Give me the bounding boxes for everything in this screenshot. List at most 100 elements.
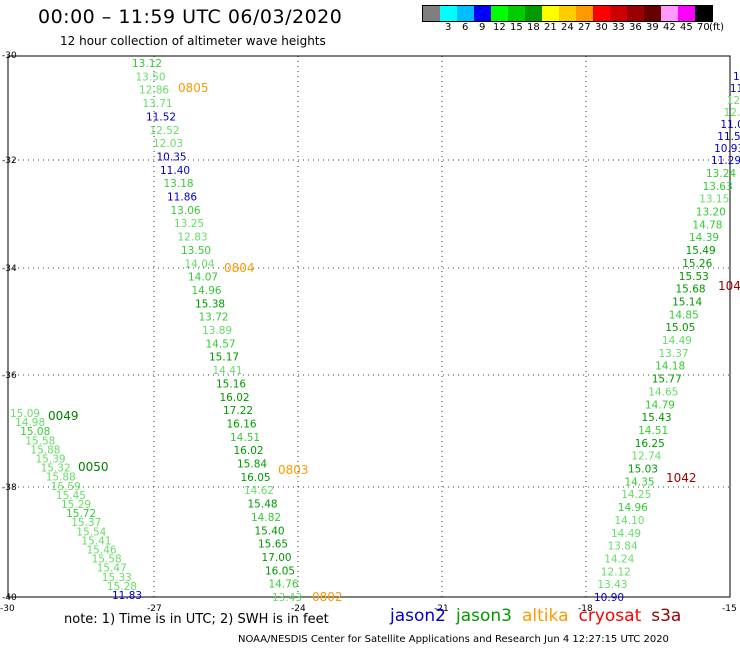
wave-height-value: 14.51 bbox=[638, 425, 668, 437]
wave-height-value: 12.52 bbox=[150, 125, 180, 137]
map-axis-ticks: -30-32-34-36-38-40-30 -27 -24 -21 -18 -15 bbox=[0, 51, 737, 614]
wave-height-value: 15.08 bbox=[20, 426, 50, 438]
wave-height-value: 12.74 bbox=[631, 451, 661, 463]
wave-height-value: 14.78 bbox=[692, 219, 722, 231]
legend-swatch bbox=[423, 6, 440, 21]
wave-height-value: 13.15 bbox=[699, 194, 729, 206]
lat-tick-label: -32 bbox=[2, 156, 17, 166]
legend-swatch bbox=[627, 6, 644, 21]
wave-height-value: 15.58 bbox=[25, 435, 55, 447]
wave-height-value: 11.29 bbox=[711, 155, 740, 167]
track-time-labels: 0805 0804 0803 0802 0049 0050 1042 104 bbox=[48, 81, 740, 604]
legend-swatch bbox=[610, 6, 627, 21]
legend-swatch bbox=[576, 6, 593, 21]
legend-swatch bbox=[695, 6, 712, 21]
wave-height-value: 15.49 bbox=[686, 245, 716, 257]
lon-tick-label: -24 bbox=[291, 604, 306, 614]
wave-height-value: 14.96 bbox=[618, 502, 648, 514]
wave-height-value: 12.12 bbox=[601, 566, 631, 578]
legend-swatch bbox=[661, 6, 678, 21]
legend-label: 9 bbox=[479, 22, 486, 33]
satellite-legend-item: cryosat bbox=[578, 606, 642, 626]
legend-label: 39 bbox=[646, 22, 659, 33]
wave-height-value: 15.59 bbox=[51, 481, 81, 493]
wave-height-value: 13.06 bbox=[171, 205, 201, 217]
footer-note: note: 1) Time is in UTC; 2) SWH is in fe… bbox=[64, 612, 329, 627]
wave-height-value: 14.41 bbox=[213, 365, 243, 377]
wave-height-value: 15.72 bbox=[66, 508, 96, 520]
page-subtitle: 12 hour collection of altimeter wave hei… bbox=[60, 34, 326, 48]
wave-height-value: 13.43 bbox=[272, 592, 302, 604]
lat-tick-label: -36 bbox=[2, 371, 17, 381]
legend-swatch bbox=[525, 6, 542, 21]
wave-height-value: 15.14 bbox=[672, 297, 702, 309]
wave-height-value: 15.29 bbox=[61, 499, 91, 511]
wave-height-value: 13.37 bbox=[659, 348, 689, 360]
lat-tick-label: -40 bbox=[2, 593, 17, 603]
wave-height-value: 14.62 bbox=[244, 485, 274, 497]
lon-tick-label: -15 bbox=[722, 604, 737, 614]
wave-height-value: 16.25 bbox=[635, 438, 665, 450]
track-time-label: 0049 bbox=[48, 409, 79, 423]
wave-height-value: 14.25 bbox=[621, 489, 651, 501]
legend-label: 24 bbox=[561, 22, 574, 33]
wave-height-value: 15.68 bbox=[676, 284, 706, 296]
legend-label: 45 bbox=[680, 22, 693, 33]
wave-height-value: 14.07 bbox=[188, 272, 218, 284]
wave-height-value: 14.35 bbox=[625, 476, 655, 488]
wave-height-value: 16.02 bbox=[234, 445, 264, 457]
wave-height-value: 16.16 bbox=[227, 419, 257, 431]
wave-height-value: 14.04 bbox=[185, 258, 215, 270]
wave-height-value: 14.98 bbox=[15, 417, 45, 429]
wave-height-value: 15.39 bbox=[36, 454, 66, 466]
wave-height-points: 13.1213.5012.8613.7111.5212.5212.0310.35… bbox=[10, 58, 740, 604]
wave-height-value: 14.82 bbox=[251, 512, 281, 524]
legend-swatch bbox=[678, 6, 695, 21]
wave-height-value: 13.72 bbox=[199, 312, 229, 324]
wave-height-value: 11.40 bbox=[160, 165, 190, 177]
wave-height-value: 14.39 bbox=[689, 232, 719, 244]
wave-height-value: 15.41 bbox=[81, 535, 111, 547]
wave-height-value: 13.18 bbox=[164, 178, 194, 190]
wave-height-value: 15.43 bbox=[642, 412, 672, 424]
wave-height-value: 15.46 bbox=[87, 545, 117, 557]
wave-height-value: 15.05 bbox=[665, 322, 695, 334]
wave-height-value: 15.40 bbox=[255, 525, 285, 537]
wave-height-value: 13.24 bbox=[706, 168, 736, 180]
legend-swatch bbox=[644, 6, 661, 21]
wave-height-value: 14.49 bbox=[662, 335, 692, 347]
wave-height-value: 13.84 bbox=[608, 541, 638, 553]
wave-height-value: 11.83 bbox=[112, 590, 142, 602]
legend-swatch bbox=[474, 6, 491, 21]
legend-label: 15 bbox=[510, 22, 523, 33]
satellite-legend-item: s3a bbox=[651, 606, 682, 626]
track-time-label: 0805 bbox=[178, 81, 209, 95]
legend-swatch bbox=[542, 6, 559, 21]
wave-height-value: 14.51 bbox=[230, 432, 260, 444]
wave-height-value: 12.86 bbox=[139, 85, 169, 97]
track-time-label: 0804 bbox=[224, 261, 255, 275]
wave-height-value: 17.00 bbox=[262, 552, 292, 564]
legend-swatch bbox=[559, 6, 576, 21]
track-time-label: 0050 bbox=[78, 460, 109, 474]
wave-height-value: 1 bbox=[733, 71, 740, 83]
lon-tick-label: -18 bbox=[578, 604, 593, 614]
wave-height-value: 14.10 bbox=[614, 515, 644, 527]
satellite-legend-item: altika bbox=[522, 606, 569, 626]
wave-height-value: 15.16 bbox=[216, 378, 246, 390]
legend-label: 33 bbox=[612, 22, 625, 33]
lat-tick-label: -30 bbox=[2, 51, 17, 61]
legend-label: 12 bbox=[493, 22, 506, 33]
wave-height-value: 15.53 bbox=[679, 271, 709, 283]
wave-height-value: 10.35 bbox=[157, 151, 187, 163]
track-altika-west: 13.1213.5012.8613.7111.5212.5212.0310.35… bbox=[132, 58, 302, 604]
footer-credit: NOAA/NESDIS Center for Satellite Applica… bbox=[238, 634, 669, 645]
wave-height-value: 15.65 bbox=[258, 539, 288, 551]
wave-height-value: 15.45 bbox=[56, 490, 86, 502]
wave-height-value: 15.09 bbox=[10, 408, 40, 420]
wave-height-value: 13.89 bbox=[202, 325, 232, 337]
wave-height-value: 15.48 bbox=[248, 499, 278, 511]
legend-swatch bbox=[508, 6, 525, 21]
legend-swatch bbox=[491, 6, 508, 21]
